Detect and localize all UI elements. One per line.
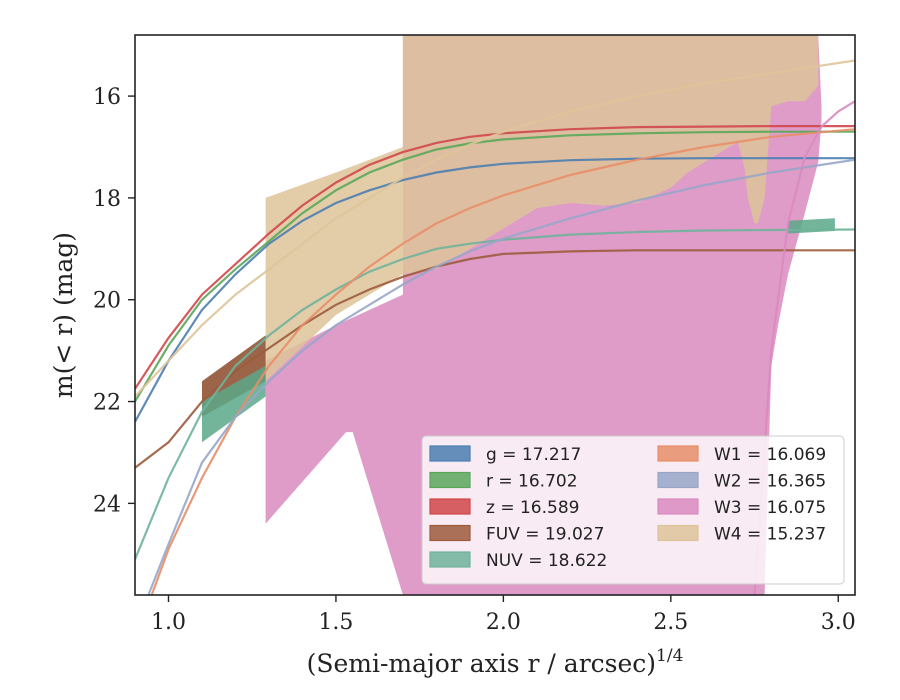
legend-right-label-3: W4 = 15.237 <box>714 525 826 545</box>
legend-right-swatch-3 <box>657 524 699 542</box>
series-line-5 <box>150 128 855 595</box>
legend: g = 17.217 r = 16.702 z = 16.589 FUV = 19.0… <box>421 435 845 585</box>
legend-right-swatch-1 <box>657 471 699 489</box>
legend-left-swatch-2 <box>429 498 471 515</box>
legend-left-label-4: NUV = 18.622 <box>486 551 607 571</box>
series-line-2 <box>135 125 855 390</box>
legend-left-label-3: FUV = 19.027 <box>486 525 604 545</box>
x-tick-label-2: 2.0 <box>486 610 521 635</box>
legend-left-label-2: z = 16.589 <box>486 498 579 518</box>
y-axis-label: m(< r) (mag) <box>49 232 78 398</box>
band-3 <box>202 365 266 443</box>
x-axis-ticks: 1.0 1.5 2.0 2.5 3.0 <box>151 595 856 635</box>
y-tick-label-3: 22 <box>93 391 121 416</box>
x-axis-label: (Semi-major axis r / arcsec)1/4 <box>307 646 684 678</box>
legend-right-swatch-2 <box>657 498 699 515</box>
x-axis-label-exponent: 1/4 <box>656 646 683 666</box>
curve-lines <box>135 59 855 595</box>
x-tick-label-4: 3.0 <box>821 610 856 635</box>
legend-right-label-0: W1 = 16.069 <box>714 445 826 465</box>
y-tick-label-1: 18 <box>93 187 121 212</box>
legend-left-label-1: r = 16.702 <box>486 472 578 492</box>
legend-left-swatch-0 <box>429 445 471 462</box>
y-tick-label-0: 16 <box>93 85 121 110</box>
plot-frame <box>134 34 856 596</box>
legend-left-swatch-4 <box>429 551 471 568</box>
series-line-6 <box>147 158 855 595</box>
series-line-7 <box>753 100 855 595</box>
x-tick-label-1: 1.5 <box>318 610 353 635</box>
series-line-4 <box>135 228 855 560</box>
legend-left-label-0: g = 17.217 <box>486 445 581 465</box>
series-line-1 <box>135 130 855 403</box>
y-tick-label-4: 24 <box>93 492 121 517</box>
series-line-8 <box>135 59 855 398</box>
y-tick-label-2: 20 <box>93 289 121 314</box>
legend-right-label-1: W2 = 16.365 <box>714 472 826 492</box>
legend-right-label-2: W3 = 16.075 <box>714 498 826 518</box>
legend-left-swatch-1 <box>429 471 471 489</box>
band-1 <box>265 35 819 382</box>
legend-left-swatch-3 <box>429 524 471 542</box>
series-line-0 <box>135 157 855 423</box>
legend-box <box>421 435 845 585</box>
y-axis-ticks: 16 18 20 22 24 <box>93 85 135 517</box>
legend-right-swatch-0 <box>657 445 699 462</box>
x-tick-label-0: 1.0 <box>151 610 186 635</box>
band-4 <box>788 218 835 234</box>
x-tick-label-3: 2.5 <box>653 610 688 635</box>
